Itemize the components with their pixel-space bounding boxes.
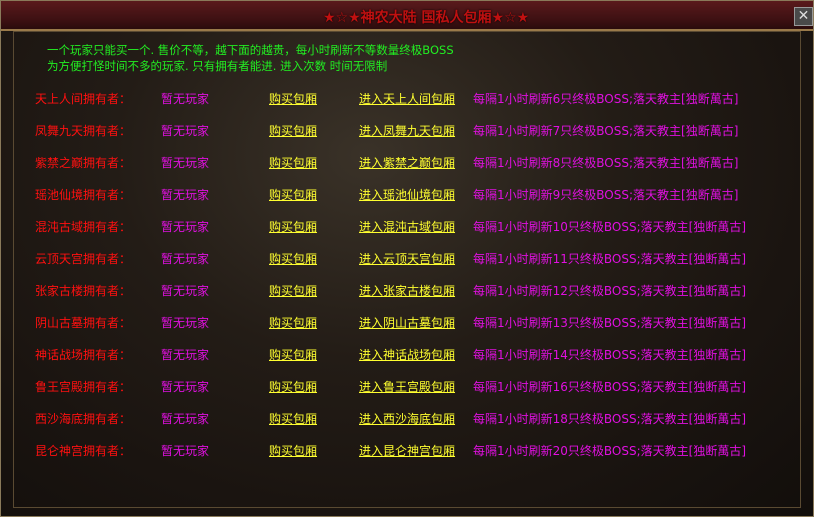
owner-status: 暂无玩家 [161,284,210,298]
owner-label: 神话战场拥有者： [35,348,132,362]
room-boss-info: 每隔1小时刷新9只终极BOSS;落天教主[独断萬古] [473,188,739,202]
enter-room-link[interactable]: 进入张家古楼包厢 [359,284,456,298]
owner-status: 暂无玩家 [161,380,210,394]
window-title: ★☆★神农大陆 国私人包厢★☆★ [323,10,530,26]
owner-status: 暂无玩家 [161,348,210,362]
owner-label: 紫禁之巅拥有者： [35,156,132,170]
buy-room-link[interactable]: 购买包厢 [269,380,318,394]
owner-status: 暂无玩家 [161,124,210,138]
buy-room-link[interactable]: 购买包厢 [269,348,318,362]
owner-status: 暂无玩家 [161,412,210,426]
owner-label: 张家古楼拥有者： [35,284,132,298]
owner-status: 暂无玩家 [161,220,210,234]
buy-room-link[interactable]: 购买包厢 [269,252,318,266]
title-bar: ★☆★神农大陆 国私人包厢★☆★ ✕ [1,1,813,31]
intro-line-1: 一个玩家只能买一个. 售价不等，越下面的越贵，每小时刷新不等数量终极BOSS [47,43,454,57]
buy-room-link[interactable]: 购买包厢 [269,124,318,138]
owner-status: 暂无玩家 [161,92,210,106]
enter-room-link[interactable]: 进入阴山古墓包厢 [359,316,456,330]
owner-label: 凤舞九天拥有者： [35,124,132,138]
room-boss-info: 每隔1小时刷新20只终极BOSS;落天教主[独断萬古] [473,444,747,458]
enter-room-link[interactable]: 进入神话战场包厢 [359,348,456,362]
room-boss-info: 每隔1小时刷新11只终极BOSS;落天教主[独断萬古] [473,252,747,266]
room-boss-info: 每隔1小时刷新10只终极BOSS;落天教主[独断萬古] [473,220,747,234]
owner-label: 混沌古域拥有者： [35,220,132,234]
enter-room-link[interactable]: 进入凤舞九天包厢 [359,124,456,138]
enter-room-link[interactable]: 进入西沙海底包厢 [359,412,456,426]
buy-room-link[interactable]: 购买包厢 [269,220,318,234]
close-icon[interactable]: ✕ [794,7,813,26]
buy-room-link[interactable]: 购买包厢 [269,92,318,106]
room-boss-info: 每隔1小时刷新16只终极BOSS;落天教主[独断萬古] [473,380,747,394]
buy-room-link[interactable]: 购买包厢 [269,444,318,458]
intro-line-2: 为方便打怪时间不多的玩家. 只有拥有者能进. 进入次数 时间无限制 [47,59,388,73]
owner-label: 鲁王宫殿拥有者： [35,380,132,394]
buy-room-link[interactable]: 购买包厢 [269,412,318,426]
room-boss-info: 每隔1小时刷新12只终极BOSS;落天教主[独断萬古] [473,284,747,298]
enter-room-link[interactable]: 进入云顶天宫包厢 [359,252,456,266]
owner-status: 暂无玩家 [161,316,210,330]
enter-room-link[interactable]: 进入鲁王宫殿包厢 [359,380,456,394]
enter-room-link[interactable]: 进入紫禁之巅包厢 [359,156,456,170]
owner-status: 暂无玩家 [161,444,210,458]
enter-room-link[interactable]: 进入天上人间包厢 [359,92,456,106]
owner-label: 瑶池仙境拥有者： [35,188,132,202]
room-boss-info: 每隔1小时刷新6只终极BOSS;落天教主[独断萬古] [473,92,739,106]
room-boss-info: 每隔1小时刷新8只终极BOSS;落天教主[独断萬古] [473,156,739,170]
owner-status: 暂无玩家 [161,188,210,202]
room-boss-info: 每隔1小时刷新13只终极BOSS;落天教主[独断萬古] [473,316,747,330]
buy-room-link[interactable]: 购买包厢 [269,188,318,202]
room-boss-info: 每隔1小时刷新14只终极BOSS;落天教主[独断萬古] [473,348,747,362]
owner-label: 天上人间拥有者： [35,92,132,106]
room-boss-info: 每隔1小时刷新7只终极BOSS;落天教主[独断萬古] [473,124,739,138]
owner-label: 西沙海底拥有者： [35,412,132,426]
buy-room-link[interactable]: 购买包厢 [269,316,318,330]
owner-status: 暂无玩家 [161,252,210,266]
enter-room-link[interactable]: 进入瑶池仙境包厢 [359,188,456,202]
owner-label: 云顶天宫拥有者： [35,252,132,266]
owner-label: 阴山古墓拥有者： [35,316,132,330]
buy-room-link[interactable]: 购买包厢 [269,156,318,170]
owner-status: 暂无玩家 [161,156,210,170]
enter-room-link[interactable]: 进入昆仑神宫包厢 [359,444,456,458]
buy-room-link[interactable]: 购买包厢 [269,284,318,298]
enter-room-link[interactable]: 进入混沌古域包厢 [359,220,456,234]
owner-label: 昆仑神宫拥有者： [35,444,132,458]
content-frame [13,31,801,508]
room-boss-info: 每隔1小时刷新18只终极BOSS;落天教主[独断萬古] [473,412,747,426]
